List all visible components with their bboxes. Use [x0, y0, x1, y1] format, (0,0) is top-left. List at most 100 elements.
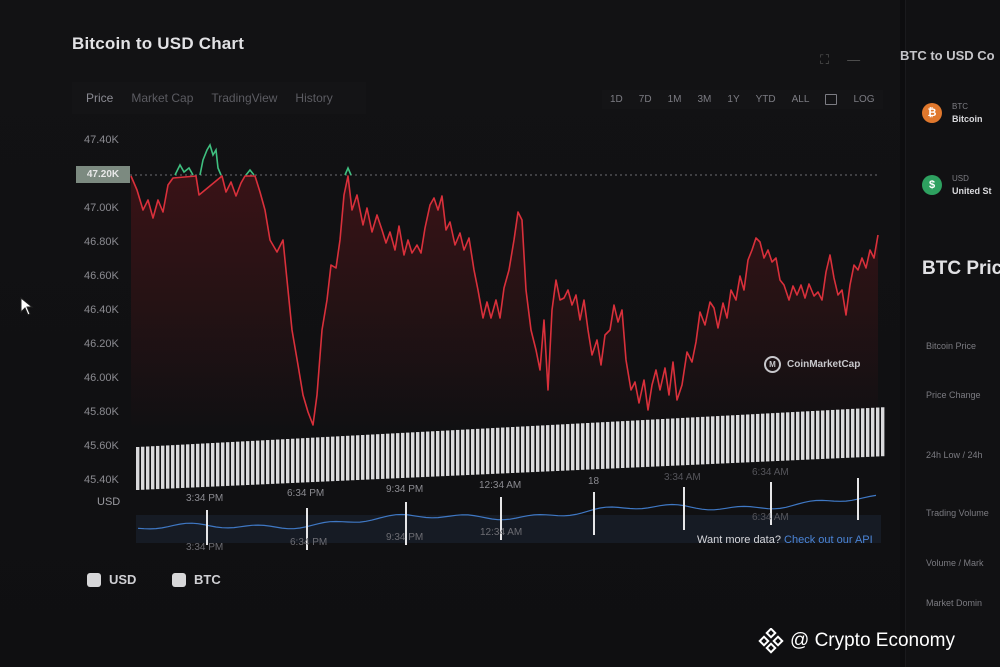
volume-bar: [811, 411, 815, 460]
volume-bar: [491, 428, 495, 474]
volume-bar: [561, 424, 565, 471]
x-tick-label: 9:34 PM: [386, 484, 424, 495]
range-7d[interactable]: 7D: [638, 94, 652, 105]
volume-bar: [611, 421, 615, 469]
legend-checkbox[interactable]: [172, 572, 186, 587]
volume-bar: [571, 423, 575, 471]
volume-bar: [526, 426, 530, 473]
range-3m[interactable]: 3M: [697, 94, 712, 105]
volume-bar: [511, 427, 515, 473]
volume-bar: [661, 419, 665, 467]
volume-bar: [766, 413, 770, 462]
volume-bar: [421, 431, 425, 478]
tab-history[interactable]: History: [295, 91, 333, 105]
volume-bar: [506, 427, 510, 474]
converter-title: BTC to USD Co: [900, 48, 995, 63]
fullscreen-icon[interactable]: ⛶: [820, 52, 830, 67]
volume-bar: [746, 414, 750, 463]
stat-label: Bitcoin Price: [926, 341, 977, 351]
volume-bar: [456, 429, 460, 476]
stat-label: Market Domin: [926, 598, 983, 608]
stat-label: Trading Volume: [926, 508, 989, 518]
volume-bar: [146, 446, 150, 490]
price-line-up-segment: [344, 165, 352, 176]
volume-bar: [736, 415, 740, 463]
volume-bar: [141, 446, 145, 490]
y-tick-label: 45.40K: [84, 474, 119, 486]
volume-bar: [246, 441, 250, 486]
volume-bar: [856, 408, 860, 458]
volume-bar: [201, 443, 205, 488]
range-selector: 1D 7D 1M 3M 1Y YTD ALL LOG: [602, 90, 883, 109]
volume-bar: [391, 433, 395, 479]
volume-bar: [341, 436, 345, 481]
volume-bar: [631, 420, 635, 468]
volume-bar: [476, 428, 480, 475]
binance-logo-icon: [758, 628, 784, 654]
volume-bar: [171, 445, 175, 489]
volume-bar: [531, 425, 535, 473]
volume-bar: [196, 443, 200, 488]
volume-bar: [586, 423, 590, 470]
navigator-handles: [206, 478, 859, 550]
volume-bar: [681, 417, 685, 466]
converter-row-usd[interactable]: $ USD United St: [922, 172, 992, 198]
tab-tradingview[interactable]: TradingView: [211, 91, 278, 105]
api-promo: Want more data? Check out our API: [697, 534, 873, 546]
volume-bar: [581, 423, 585, 470]
volume-bar: [716, 416, 720, 464]
volume-bar: [276, 439, 280, 484]
volume-bar: [576, 423, 580, 471]
range-1m[interactable]: 1M: [667, 94, 682, 105]
more-icon[interactable]: —: [847, 52, 861, 67]
volume-bar: [301, 438, 305, 483]
navigator-tick-label: 12:34 AM: [480, 527, 523, 538]
range-ytd[interactable]: YTD: [755, 94, 776, 105]
calendar-icon[interactable]: [825, 94, 838, 105]
volume-bar: [621, 421, 625, 469]
volume-bar: [826, 410, 830, 459]
tab-price[interactable]: Price: [86, 91, 114, 105]
navigator-tick-label: 3:34 PM: [186, 542, 224, 553]
volume-bar: [836, 409, 840, 459]
volume-bar: [721, 415, 725, 464]
api-link[interactable]: Check out our API: [784, 534, 873, 546]
legend-usd[interactable]: USD: [87, 572, 136, 587]
legend-checkbox[interactable]: [87, 572, 101, 587]
volume-bar: [411, 432, 415, 478]
mouse-cursor-icon: [20, 297, 34, 316]
volume-bar: [871, 407, 875, 457]
range-1d[interactable]: 1D: [610, 94, 623, 105]
volume-bar: [701, 416, 705, 465]
volume-bar: [466, 429, 470, 476]
price-line-up-segment: [174, 163, 194, 176]
volume-bar: [176, 444, 180, 489]
volume-bar: [206, 443, 210, 487]
converter-row-btc[interactable]: ₿ BTC Bitcoin: [922, 100, 983, 126]
range-1y[interactable]: 1Y: [727, 94, 740, 105]
volume-bar: [331, 436, 335, 482]
volume-bar: [356, 435, 360, 481]
bitcoin-icon: ₿: [922, 103, 942, 123]
navigator-tick-label: 9:34 PM: [386, 532, 424, 543]
x-tick-label: 3:34 PM: [186, 493, 224, 504]
range-all[interactable]: ALL: [791, 94, 810, 105]
y-tick-label: 46.60K: [84, 270, 119, 282]
volume-bar: [241, 441, 245, 486]
volume-bar: [136, 447, 140, 490]
x-tick-label: 12:34 AM: [479, 480, 522, 491]
volume-bar: [286, 439, 290, 484]
volume-bar: [796, 411, 800, 461]
legend-btc[interactable]: BTC: [172, 572, 221, 587]
tab-market-cap[interactable]: Market Cap: [131, 91, 194, 105]
volume-bar: [351, 435, 355, 481]
volume-bar: [756, 413, 760, 462]
volume-bar: [881, 407, 885, 457]
range-log[interactable]: LOG: [853, 94, 875, 105]
y-tick-label: 46.80K: [84, 236, 119, 248]
volume-bar: [666, 418, 670, 466]
volume-bar: [451, 430, 455, 476]
volume-bar: [366, 434, 370, 480]
y-tick-label: 46.40K: [84, 304, 119, 316]
